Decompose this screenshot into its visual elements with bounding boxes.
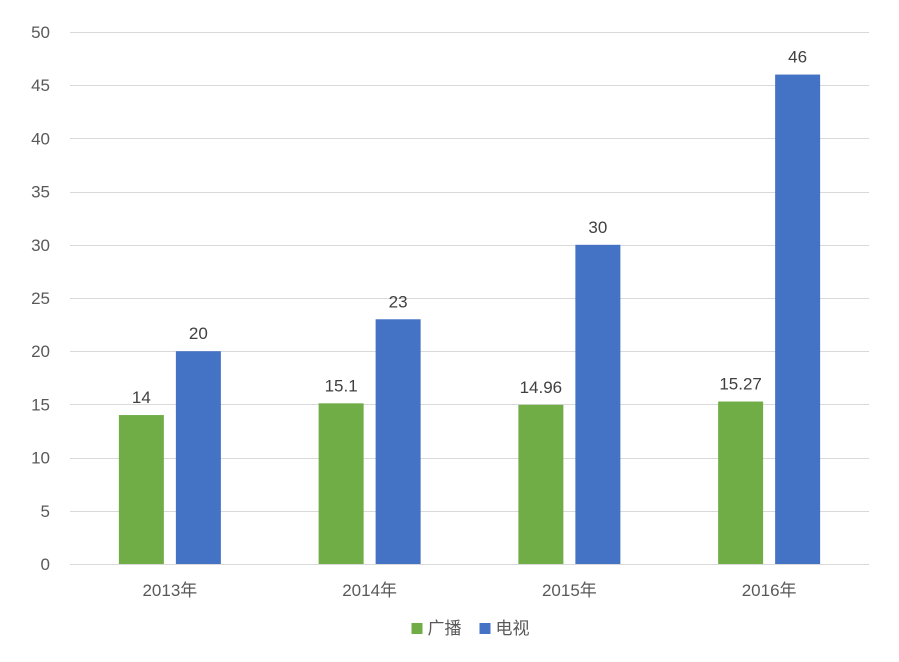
x-axis-tick-labels: 2013年 2014年 2015年 2016年 — [142, 581, 796, 600]
data-label: 15.1 — [325, 376, 358, 395]
data-label: 46 — [788, 48, 807, 67]
bar-广播-2016年 — [718, 401, 764, 564]
y-tick-label: 0 — [41, 555, 50, 574]
legend-label: 电视 — [496, 619, 530, 638]
bar-广播-2015年 — [518, 404, 564, 564]
bar-电视-2014年 — [375, 319, 421, 564]
y-tick-label: 5 — [41, 502, 50, 521]
bars — [118, 74, 821, 565]
bar-电视-2013年 — [175, 351, 221, 564]
bar-电视-2015年 — [575, 244, 621, 565]
y-tick-label: 50 — [31, 23, 50, 42]
y-tick-label: 10 — [31, 449, 50, 468]
y-tick-label: 25 — [31, 289, 50, 308]
bar-广播-2014年 — [318, 403, 364, 564]
legend-swatch-广播 — [411, 623, 423, 634]
x-tick-label: 2013年 — [142, 581, 197, 600]
y-tick-label: 45 — [31, 76, 50, 95]
data-label: 15.27 — [719, 375, 762, 394]
bar-广播-2013年 — [118, 415, 164, 564]
y-tick-label: 15 — [31, 395, 50, 414]
x-tick-label: 2015年 — [542, 581, 597, 600]
legend-swatch-电视 — [479, 623, 491, 634]
bar-电视-2016年 — [775, 74, 821, 564]
data-label: 30 — [588, 218, 607, 237]
y-tick-label: 40 — [31, 129, 50, 148]
y-tick-label: 30 — [31, 236, 50, 255]
data-label: 23 — [389, 292, 408, 311]
y-tick-label: 35 — [31, 183, 50, 202]
data-labels: 14 20 15.1 23 14.96 30 15.27 46 — [132, 48, 807, 407]
data-label: 14 — [132, 388, 151, 407]
y-axis-tick-labels: 0 5 10 15 20 25 30 35 40 45 50 — [31, 23, 50, 574]
data-label: 20 — [189, 324, 208, 343]
y-tick-label: 20 — [31, 342, 50, 361]
legend-label: 广播 — [428, 619, 462, 638]
legend: 广播 电视 — [411, 619, 530, 638]
x-tick-label: 2014年 — [342, 581, 397, 600]
data-label: 14.96 — [520, 378, 563, 397]
x-tick-label: 2016年 — [742, 581, 797, 600]
